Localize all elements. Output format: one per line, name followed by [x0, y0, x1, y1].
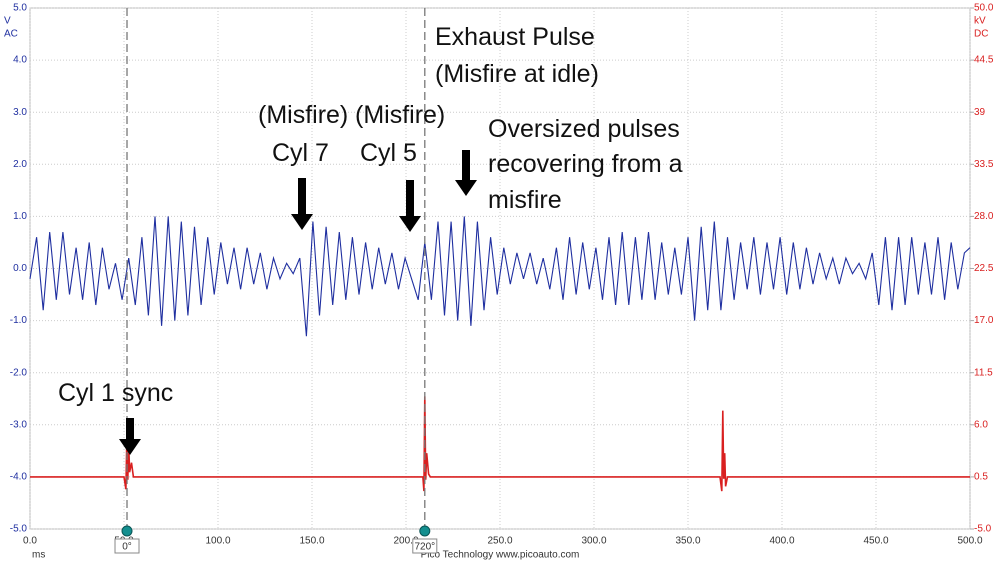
y2-tick-label: 44.5	[974, 55, 994, 66]
y2-tick-label: 39	[974, 107, 986, 118]
annotation: (Misfire)	[258, 101, 348, 129]
x-tick-label: 100.0	[205, 536, 230, 547]
cursor-label: 0°	[122, 542, 132, 553]
y-tick-label: 2.0	[13, 159, 27, 170]
series-line	[30, 396, 970, 492]
annotation: misfire	[488, 186, 562, 214]
annotation: (Misfire at idle)	[435, 60, 599, 88]
x-tick-label: 400.0	[769, 536, 794, 547]
x-tick-label: 200.0	[393, 536, 418, 547]
y-unit: AC	[4, 29, 18, 40]
x-tick-label: 150.0	[299, 536, 324, 547]
annotation: Exhaust Pulse	[435, 23, 595, 51]
y2-unit: kV	[974, 16, 986, 27]
y-unit: V	[4, 16, 11, 27]
x-tick-label: 300.0	[581, 536, 606, 547]
cursor-handle	[419, 525, 431, 537]
annotation: Cyl 1 sync	[58, 379, 173, 407]
annotation: Cyl 5	[360, 139, 417, 167]
cursor-label: 720°	[414, 542, 435, 553]
y-tick-label: -2.0	[10, 367, 28, 378]
series-line	[29, 216, 971, 337]
y-tick-label: 4.0	[13, 55, 27, 66]
y2-unit: DC	[974, 29, 988, 40]
annotation: Oversized pulses	[488, 115, 680, 143]
y2-tick-label: 28.0	[974, 211, 994, 222]
y-tick-label: 1.0	[13, 211, 27, 222]
y2-tick-label: 22.5	[974, 263, 994, 274]
y-tick-label: -1.0	[10, 315, 28, 326]
cursor-label-box	[412, 538, 438, 554]
y2-tick-label: -5.0	[974, 524, 992, 535]
y-tick-label: -4.0	[10, 472, 28, 483]
y2-tick-label: 33.5	[974, 159, 994, 170]
y-tick-label: -5.0	[10, 524, 28, 535]
arrow	[291, 178, 313, 230]
x-tick-label: 250.0	[487, 536, 512, 547]
arrow	[399, 180, 421, 232]
y-tick-label: 3.0	[13, 107, 27, 118]
y-tick-label: -3.0	[10, 419, 28, 430]
x-unit: ms	[32, 550, 45, 561]
y2-tick-label: 0.5	[974, 472, 988, 483]
y2-tick-label: 50.0	[974, 3, 994, 14]
x-tick-label: 450.0	[863, 536, 888, 547]
cursor-handle	[121, 525, 133, 537]
y-tick-label: 0.0	[13, 263, 27, 274]
x-tick-label: 0.0	[23, 536, 37, 547]
cursor-label-box	[114, 538, 140, 554]
footer: Pico Technology www.picoauto.com	[421, 550, 580, 561]
annotation: recovering from a	[488, 150, 683, 178]
annotation: (Misfire)	[355, 101, 445, 129]
y2-tick-label: 6.0	[974, 419, 988, 430]
x-tick-label: 350.0	[675, 536, 700, 547]
arrow	[119, 418, 141, 455]
y2-tick-label: 11.5	[974, 367, 993, 378]
y2-tick-label: 17.0	[974, 315, 994, 326]
y-tick-label: 5.0	[13, 3, 27, 14]
x-tick-label: 500.0	[957, 536, 982, 547]
arrow	[455, 150, 477, 196]
annotation: Cyl 7	[272, 139, 329, 167]
